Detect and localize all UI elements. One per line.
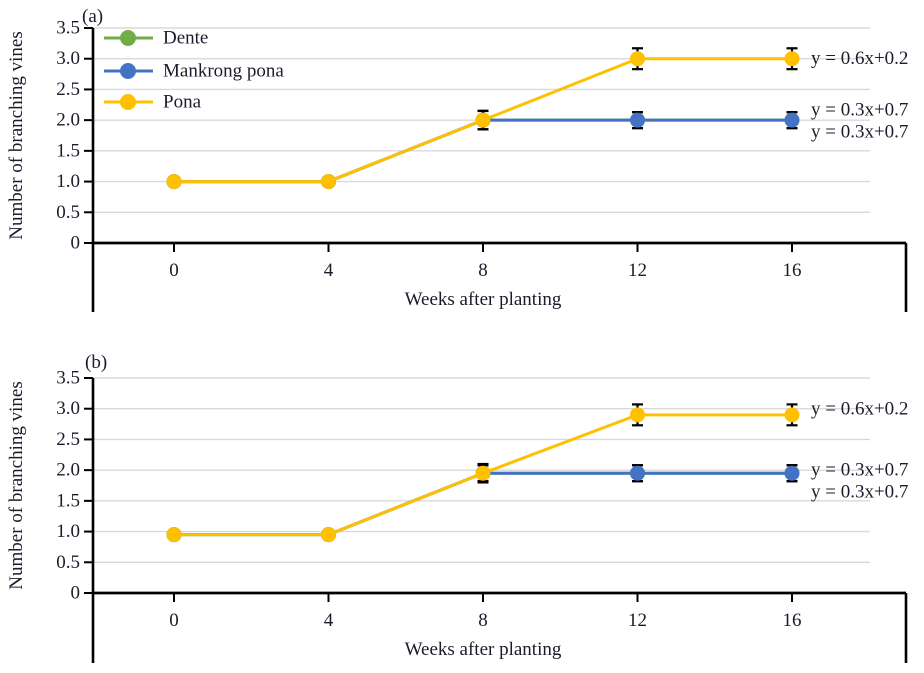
x-tick-label: 0 xyxy=(169,260,179,281)
data-point-marker xyxy=(321,527,336,543)
data-point-marker xyxy=(630,51,645,67)
legend-marker xyxy=(120,30,136,46)
data-point-marker xyxy=(475,465,491,481)
legend-label: Mankrong pona xyxy=(163,61,284,82)
regression-equation: y = 0.3x+0.7 xyxy=(811,122,908,143)
data-point-marker xyxy=(166,174,182,190)
y-tick-label: 0 xyxy=(71,583,81,604)
regression-equation: y = 0.6x+0.2 xyxy=(811,398,908,419)
series-pona xyxy=(166,403,800,543)
axes xyxy=(84,27,908,312)
data-point-marker xyxy=(784,51,800,67)
data-point-marker xyxy=(630,465,645,481)
legend-label: Pona xyxy=(163,92,202,113)
x-tick-label: 4 xyxy=(324,260,334,281)
regression-equation: y = 0.3x+0.7 xyxy=(811,100,908,121)
data-point-marker xyxy=(166,527,182,543)
y-tick-label: 3.0 xyxy=(56,398,80,419)
legend-label: Dente xyxy=(163,28,208,49)
y-tick-label: 0.5 xyxy=(56,202,80,223)
y-tick-label: 1.0 xyxy=(56,171,80,192)
y-tick-label: 3.5 xyxy=(56,18,80,39)
x-tick-label: 0 xyxy=(169,610,179,631)
y-tick-label: 0 xyxy=(71,233,81,254)
x-tick-label: 16 xyxy=(783,260,802,281)
data-point-marker xyxy=(475,112,491,128)
legend-marker xyxy=(120,94,136,110)
y-tick-label: 2.5 xyxy=(56,429,80,450)
data-point-marker xyxy=(784,407,800,423)
series-pona xyxy=(166,47,800,190)
y-tick-label: 3.0 xyxy=(56,48,80,69)
legend-item-mankrong-pona: Mankrong pona xyxy=(104,61,284,82)
panel-b: 0 0.5 1.0 1.5 2.0 2.5 3.0 3.5 0 4 8 12 16 Weeks after… xyxy=(6,352,908,663)
y-tick-label: 1.5 xyxy=(56,140,80,161)
legend-marker xyxy=(120,63,136,79)
y-tick-label: 3.5 xyxy=(56,368,80,389)
legend-item-pona: Pona xyxy=(104,92,202,113)
x-tick-label: 12 xyxy=(628,260,647,281)
y-axis-label: Number of branching vines xyxy=(6,381,27,589)
panel-label: (a) xyxy=(82,6,103,27)
x-axis-label: Weeks after planting xyxy=(405,639,562,660)
y-tick-label: 2.0 xyxy=(56,110,80,131)
y-tick-label: 2.5 xyxy=(56,79,80,100)
y-tick-label: 2.0 xyxy=(56,460,80,481)
data-point-marker xyxy=(630,112,645,128)
legend-item-dente: Dente xyxy=(104,28,208,49)
panel-a: 0 0.5 1.0 1.5 2.0 2.5 3.0 3.5 0 4 8 12 16 Weeks after… xyxy=(6,6,908,312)
x-tick-label: 8 xyxy=(478,260,488,281)
regression-equation: y = 0.6x+0.2 xyxy=(811,48,908,69)
axes xyxy=(84,377,908,663)
y-axis-label: Number of branching vines xyxy=(6,31,27,239)
x-tick-label: 16 xyxy=(783,610,802,631)
regression-equation: y = 0.3x+0.7 xyxy=(811,460,908,481)
x-tick-label: 12 xyxy=(628,610,647,631)
panel-label: (b) xyxy=(85,352,107,373)
legend: Dente Mankrong pona Pona xyxy=(104,28,284,113)
data-point-marker xyxy=(630,407,645,423)
data-point-marker xyxy=(784,112,800,128)
regression-equation: y = 0.3x+0.7 xyxy=(811,482,908,503)
x-tick-label: 8 xyxy=(478,610,488,631)
data-point-marker xyxy=(321,174,336,190)
data-point-marker xyxy=(784,465,800,481)
y-tick-label: 1.5 xyxy=(56,490,80,511)
y-tick-label: 1.0 xyxy=(56,521,80,542)
x-tick-label: 4 xyxy=(324,610,334,631)
y-tick-label: 0.5 xyxy=(56,552,80,573)
x-axis-label: Weeks after planting xyxy=(405,289,562,310)
